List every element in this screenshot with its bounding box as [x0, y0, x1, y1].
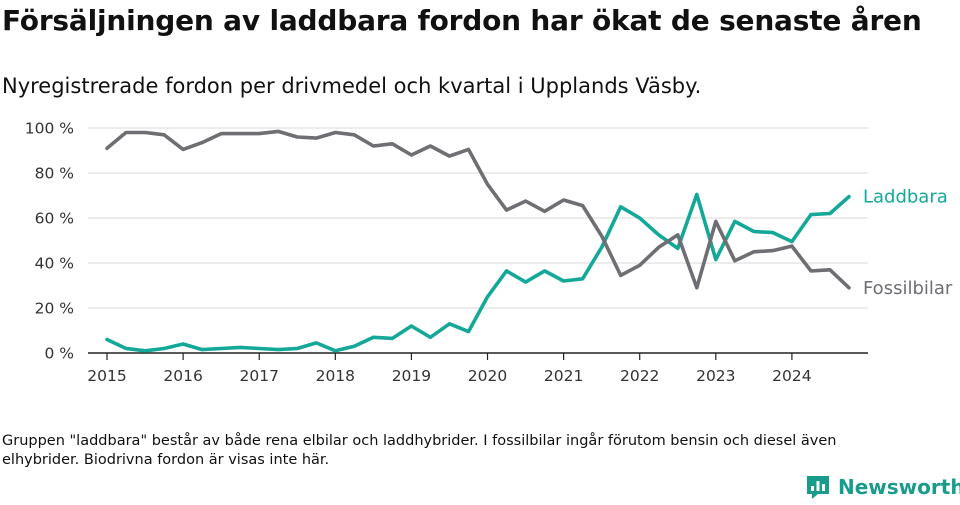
brand-logo[interactable]: Newsworthy [805, 474, 960, 500]
y-tick-label: 0 % [44, 345, 74, 363]
y-tick-label: 60 % [35, 210, 74, 228]
label-layer: Laddbara Fossilbilar [863, 187, 953, 299]
x-tick-label: 2015 [87, 367, 126, 385]
x-tick-label: 2023 [696, 367, 735, 385]
x-tick-label: 2020 [468, 367, 507, 385]
series-line-fossilbilar [105, 129, 851, 290]
footnote: Gruppen "laddbara" består av både rena e… [2, 433, 837, 468]
chart-subtitle: Nyregistrerade fordon per drivmedel och … [2, 74, 702, 98]
x-tick-label: 2019 [392, 367, 431, 385]
y-tick-label: 100 % [25, 120, 74, 138]
axis-layer: 0 % 20 % 40 % 60 % 80 % 100 % 2015 2016 2017 2018… [25, 120, 868, 385]
chart-title: Försäljningen av laddbara fordon har öka… [2, 4, 922, 37]
x-tick-label: 2018 [316, 367, 355, 385]
y-tick-label: 40 % [35, 255, 74, 273]
x-tick-label: 2016 [163, 367, 202, 385]
grid-layer [88, 127, 868, 309]
x-tick-label: 2017 [239, 367, 278, 385]
newsworthy-logo-icon [807, 476, 829, 499]
series-label-fossilbilar: Fossilbilar [863, 278, 953, 299]
brand-name: Newsworthy [838, 475, 960, 499]
y-tick-label: 20 % [35, 300, 74, 318]
x-tick-label: 2024 [772, 367, 811, 385]
series-layer [105, 129, 851, 353]
x-tick-label: 2022 [620, 367, 659, 385]
line-chart: 0 % 20 % 40 % 60 % 80 % 100 % 2015 2016 2017 2018… [25, 120, 953, 386]
series-label-laddbara: Laddbara [863, 187, 948, 208]
x-tick-label: 2021 [544, 367, 583, 385]
y-tick-label: 80 % [35, 165, 74, 183]
